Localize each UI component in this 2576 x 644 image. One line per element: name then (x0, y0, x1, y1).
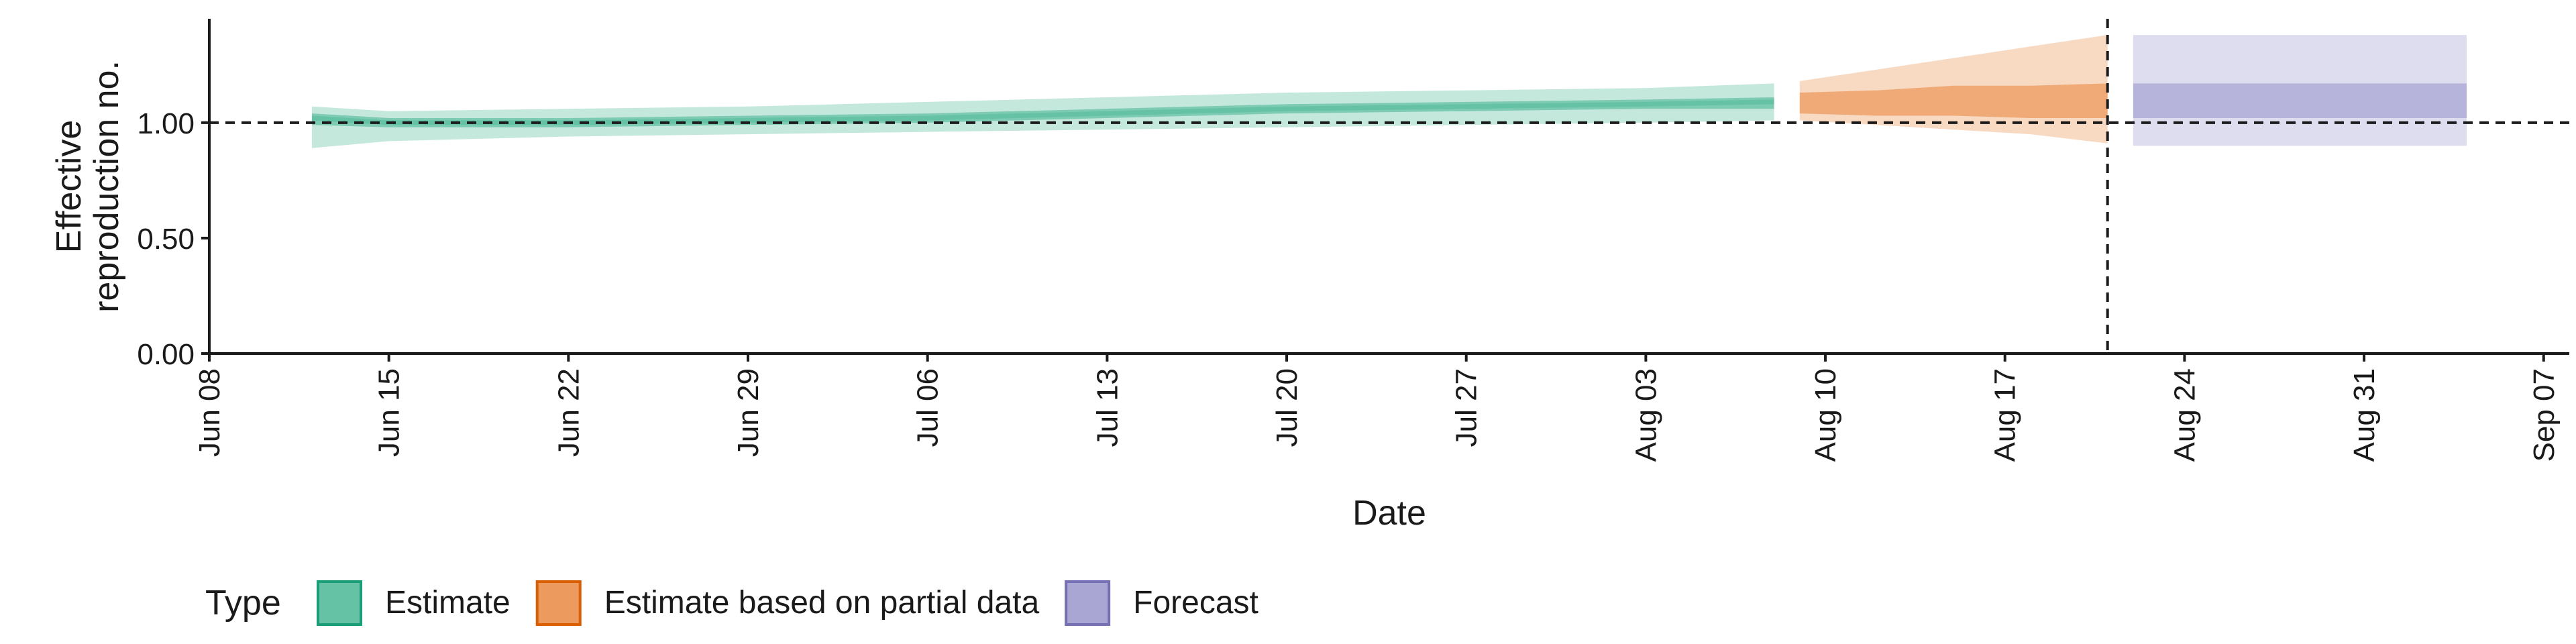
legend-swatch-estimate-based-on-partial-data (535, 580, 582, 626)
x-tick-label: Jun 29 (732, 368, 765, 457)
x-tick-label: Aug 10 (1809, 368, 1842, 462)
x-tick-label: Jun 08 (193, 368, 226, 457)
legend: Type Estimate Estimate based on partial da… (205, 580, 1258, 626)
band-50-forecast (2133, 83, 2467, 118)
median-lines (311, 99, 1774, 125)
y-ticks: 0.00 0.50 1.00 (137, 107, 209, 371)
y-tick-label: 0.00 (137, 338, 195, 371)
uncertainty-bands (312, 35, 2467, 148)
x-tick-label: Aug 03 (1629, 368, 1662, 462)
x-tick-label: Aug 24 (2168, 368, 2201, 462)
y-axis-label-line: reproduction no. (87, 60, 126, 313)
x-tick-label: Jul 13 (1091, 368, 1124, 447)
x-ticks: Jun 08 Jun 15 Jun 22 Jun 29 Jul 06 Jul 13 Jul … (193, 354, 2561, 462)
legend-swatch-forecast (1065, 580, 1111, 626)
x-tick-label: Jul 20 (1271, 368, 1303, 447)
legend-swatch-estimate (317, 580, 362, 626)
x-tick-label: Jul 27 (1450, 368, 1483, 447)
median-line-estimate (311, 99, 1774, 125)
legend-label-estimate: Estimate (385, 585, 511, 621)
legend-label-forecast: Forecast (1133, 585, 1258, 621)
x-axis-label: Date (1352, 494, 1426, 533)
x-tick-label: Jul 06 (912, 368, 945, 447)
y-tick-label: 0.50 (137, 223, 195, 256)
y-tick-label: 1.00 (137, 107, 195, 140)
legend-title: Type (205, 584, 281, 623)
y-axis-label-line: Effective (50, 120, 89, 253)
x-tick-label: Jun 22 (552, 368, 585, 457)
legend-label-estimate-based-on-partial-data: Estimate based on partial data (604, 585, 1040, 621)
x-tick-label: Aug 31 (2348, 368, 2381, 462)
band-50-estimate-based-on-partial-data (1799, 83, 2108, 118)
x-tick-label: Aug 17 (1989, 368, 2022, 462)
y-axis-label: Effectivereproduction no. (50, 60, 126, 313)
x-tick-label: Jun 15 (373, 368, 406, 457)
x-tick-label: Sep 07 (2528, 368, 2561, 462)
